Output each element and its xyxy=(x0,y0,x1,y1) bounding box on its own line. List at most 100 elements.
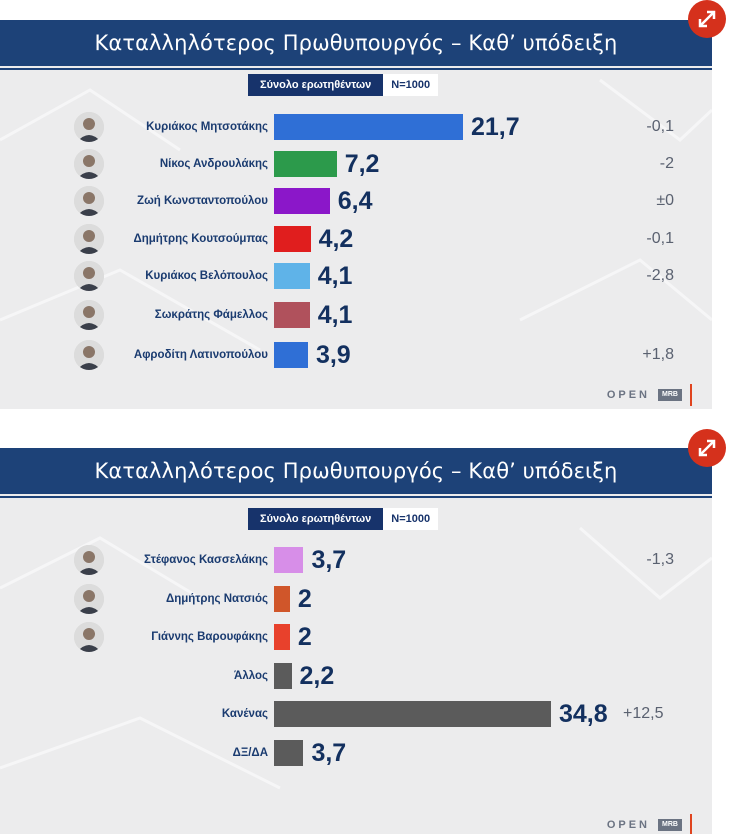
avatar xyxy=(74,340,104,370)
expand-button-top[interactable] xyxy=(688,0,726,38)
sample-label: Σύνολο ερωτηθέντων xyxy=(248,74,384,96)
background-decoration xyxy=(0,78,712,352)
broadcaster-logo: OPEN MRB xyxy=(607,384,692,406)
header-stripe xyxy=(0,496,712,498)
bar-row: Δημήτρης Κουτσούμπας 4,2 -0,1 xyxy=(0,224,712,254)
person-icon xyxy=(74,261,104,291)
person-icon xyxy=(74,300,104,330)
person-icon xyxy=(74,149,104,179)
person-icon xyxy=(74,584,104,614)
category-label: Άλλος xyxy=(234,670,268,682)
bar-row: Σωκράτης Φάμελλος 4,1 xyxy=(0,300,712,330)
background-decoration xyxy=(0,526,712,790)
sample-label: Σύνολο ερωτηθέντων xyxy=(248,508,384,530)
person-icon xyxy=(74,622,104,652)
chart-title: Καταλληλότερος Πρωθυπουργός – Καθ’ υπόδε… xyxy=(0,448,712,494)
change-label: -1,3 xyxy=(646,551,674,568)
person-icon xyxy=(74,186,104,216)
category-label: Γιάννης Βαρουφάκης xyxy=(151,631,268,643)
avatar xyxy=(74,545,104,575)
avatar xyxy=(74,186,104,216)
bar-row: Δημήτρης Νατσιός 2 xyxy=(0,584,712,614)
mrb-logo: MRB xyxy=(658,819,682,831)
sample-size: N=1000 xyxy=(383,508,439,530)
person-icon xyxy=(74,224,104,254)
avatar xyxy=(74,112,104,142)
data-label: 6,4 xyxy=(337,187,373,215)
bar xyxy=(274,586,290,612)
change-label: +12,5 xyxy=(623,705,664,722)
category-label: Αφροδίτη Λατινοπούλου xyxy=(133,349,268,361)
category-label: Κυριάκος Βελόπουλος xyxy=(145,270,268,282)
sample-size: N=1000 xyxy=(383,74,439,96)
category-label: Κανένας xyxy=(221,708,268,720)
data-label: 21,7 xyxy=(471,113,520,141)
category-label: Κυριάκος Μητσοτάκης xyxy=(146,121,268,133)
category-label: Στέφανος Κασσελάκης xyxy=(144,554,268,566)
bar xyxy=(274,740,304,766)
open-logo-text: OPEN xyxy=(606,389,650,401)
change-label: -0,1 xyxy=(646,118,674,135)
chart-panel-top: Καταλληλότερος Πρωθυπουργός – Καθ’ υπόδε… xyxy=(0,20,712,409)
bar-row: Κανένας 34,8 +12,5 xyxy=(0,699,712,729)
person-icon xyxy=(74,545,104,575)
category-label: Δημήτρης Νατσιός xyxy=(165,593,268,605)
avatar xyxy=(74,149,104,179)
avatar xyxy=(74,584,104,614)
logo-divider xyxy=(690,814,692,834)
bar xyxy=(274,151,337,177)
header-stripe xyxy=(0,68,712,70)
bar xyxy=(274,226,311,252)
data-label: 4,2 xyxy=(318,225,354,253)
avatar xyxy=(74,224,104,254)
person-icon xyxy=(74,112,104,142)
chart-title: Καταλληλότερος Πρωθυπουργός – Καθ’ υπόδε… xyxy=(0,20,712,66)
change-label: ±0 xyxy=(656,192,674,209)
bar xyxy=(274,547,304,573)
bar xyxy=(274,663,292,689)
bar xyxy=(274,188,330,214)
category-label: Νίκος Ανδρουλάκης xyxy=(159,158,268,170)
person-icon xyxy=(74,340,104,370)
change-label: +1,8 xyxy=(642,346,674,363)
expand-button-bottom[interactable] xyxy=(688,429,726,467)
data-label: 3,7 xyxy=(311,739,347,767)
change-label: -2,8 xyxy=(646,267,674,284)
broadcaster-logo: OPEN MRB xyxy=(607,814,692,834)
category-label: Ζωή Κωνσταντοπούλου xyxy=(137,195,268,207)
bar xyxy=(274,342,308,368)
sample-badge: Σύνολο ερωτηθέντων N=1000 xyxy=(248,74,439,96)
data-label: 7,2 xyxy=(344,150,380,178)
bar xyxy=(274,263,310,289)
sample-badge: Σύνολο ερωτηθέντων N=1000 xyxy=(248,508,439,530)
expand-icon xyxy=(698,439,716,457)
data-label: 2 xyxy=(297,623,312,651)
data-label: 34,8 xyxy=(559,700,608,728)
bar xyxy=(274,114,463,140)
data-label: 2,2 xyxy=(299,662,335,690)
logo-divider xyxy=(690,384,692,406)
change-label: -2 xyxy=(659,155,674,172)
data-label: 4,1 xyxy=(317,262,353,290)
bar-row: Άλλος 2,2 xyxy=(0,661,712,691)
bar-row: Κυριάκος Βελόπουλος 4,1 -2,8 xyxy=(0,261,712,291)
bar-row: Κυριάκος Μητσοτάκης 21,7 -0,1 xyxy=(0,112,712,142)
chart-panel-bottom: Καταλληλότερος Πρωθυπουργός – Καθ’ υπόδε… xyxy=(0,448,712,834)
data-label: 3,9 xyxy=(315,341,351,369)
change-label: -0,1 xyxy=(646,230,674,247)
bar-row: Νίκος Ανδρουλάκης 7,2 -2 xyxy=(0,149,712,179)
open-logo-text: OPEN xyxy=(606,819,650,831)
expand-icon xyxy=(698,10,716,28)
bar-row: Γιάννης Βαρουφάκης 2 xyxy=(0,622,712,652)
data-label: 4,1 xyxy=(317,301,353,329)
category-label: ΔΞ/ΔΑ xyxy=(232,747,268,759)
bar-row: Ζωή Κωνσταντοπούλου 6,4 ±0 xyxy=(0,186,712,216)
mrb-logo: MRB xyxy=(658,389,682,401)
avatar xyxy=(74,300,104,330)
bar xyxy=(274,302,310,328)
bar-row: Στέφανος Κασσελάκης 3,7 -1,3 xyxy=(0,545,712,575)
category-label: Σωκράτης Φάμελλος xyxy=(154,309,268,321)
data-label: 2 xyxy=(297,585,312,613)
bar-row: Αφροδίτη Λατινοπούλου 3,9 +1,8 xyxy=(0,340,712,370)
category-label: Δημήτρης Κουτσούμπας xyxy=(133,233,268,245)
